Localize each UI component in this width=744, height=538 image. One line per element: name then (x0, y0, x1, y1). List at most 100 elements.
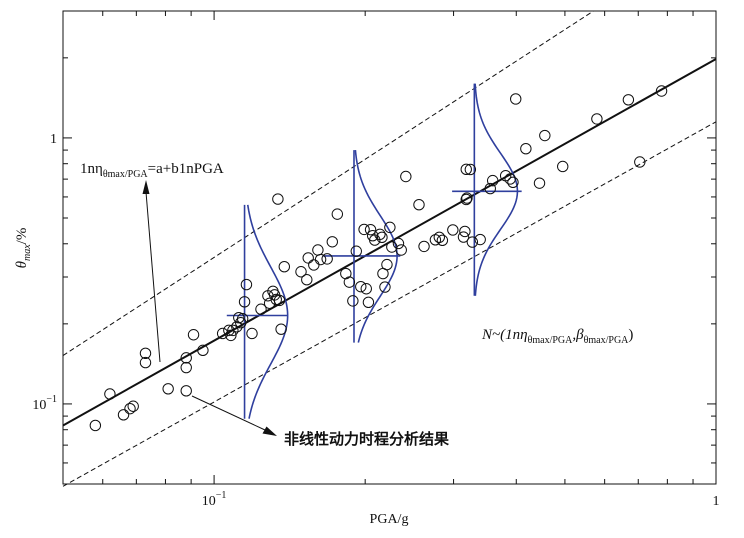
data-point (139, 347, 152, 359)
data-point (507, 176, 519, 189)
y-axis-label-main: θ (14, 260, 30, 268)
data-point (533, 177, 546, 189)
y-axis-label-sub: max (22, 244, 33, 261)
data-point (374, 228, 386, 241)
data-point (301, 274, 313, 286)
data-point (231, 321, 243, 333)
data-point (360, 283, 372, 295)
data-point (236, 313, 249, 325)
data-point (447, 224, 459, 236)
data-point (460, 163, 472, 176)
data-point (246, 327, 258, 340)
y-tick-label-exp: −1 (46, 394, 57, 405)
fit-lines (62, 10, 717, 487)
dist-curve-2 (354, 150, 398, 343)
data-point (216, 327, 229, 340)
data-point (392, 237, 405, 250)
data-point (459, 225, 471, 238)
scatter-label: 非线性动力时程分析结果 (284, 430, 450, 448)
y-tick-label: 10−1 (32, 394, 57, 413)
x-tick-label: 1 (713, 494, 720, 509)
data-point (466, 236, 479, 248)
lower-bound-line (62, 121, 717, 487)
y-tick-label-base: 10 (32, 398, 46, 413)
fit-label-rest: =a+b1nPGA (148, 161, 224, 177)
data-point (384, 221, 396, 234)
dist-label-sub2: θmax/PGA (584, 335, 630, 346)
data-point (395, 244, 407, 256)
scatter-points (89, 85, 668, 432)
data-point (278, 261, 290, 273)
data-point (510, 93, 522, 105)
data-point (413, 198, 425, 211)
data-point (464, 163, 477, 176)
data-point (355, 280, 367, 293)
data-point (347, 295, 359, 307)
data-point (321, 253, 333, 265)
fit-label-arrow (145, 191, 161, 363)
data-point (381, 258, 393, 271)
dist-curve-3 (474, 83, 519, 296)
data-point (255, 303, 267, 315)
data-point (487, 174, 499, 187)
data-point (104, 388, 116, 400)
data-point (591, 113, 603, 125)
fit-label-sub: θmax/PGA (103, 169, 149, 180)
axis-ticks: 10−1 110−11 (32, 10, 720, 509)
data-point (225, 329, 237, 342)
data-point (308, 259, 320, 271)
data-point (358, 223, 370, 236)
dist-curve-1 (246, 204, 289, 419)
data-point (461, 192, 473, 204)
data-point (197, 344, 209, 357)
data-point (331, 208, 344, 220)
data-point (275, 323, 287, 335)
data-point (557, 160, 569, 173)
data-point (539, 129, 551, 142)
data-point (223, 324, 235, 337)
data-point (362, 296, 375, 308)
data-point (162, 383, 174, 395)
data-point (326, 236, 338, 248)
y-axis-label-unit: /% (14, 228, 30, 245)
data-point (227, 324, 239, 337)
data-point (240, 278, 253, 291)
data-point (273, 294, 286, 307)
fit-label-main: 1nη (80, 161, 103, 177)
data-point (180, 361, 192, 374)
data-point (622, 94, 635, 106)
data-point (364, 223, 377, 236)
data-point (180, 385, 192, 397)
data-point (350, 245, 362, 257)
x-tick-label: 10−1 (202, 490, 227, 509)
data-point (302, 252, 314, 264)
data-point (295, 266, 307, 278)
data-point (343, 276, 356, 288)
data-point (655, 85, 668, 97)
fit-line-label: 1nηθmax/PGA=a+b1nPGA (80, 161, 224, 180)
data-point (314, 253, 327, 266)
data-point (379, 281, 391, 293)
data-point (376, 231, 388, 244)
data-point (418, 240, 430, 253)
dist-label-sub1: θmax/PGA (528, 335, 574, 346)
data-point (484, 182, 496, 195)
x-tick-label-exp: −1 (216, 490, 227, 501)
data-point (312, 244, 324, 256)
data-point (180, 352, 192, 364)
data-point (187, 329, 200, 341)
data-point (139, 356, 152, 369)
data-point (474, 233, 486, 246)
data-point (127, 400, 139, 412)
data-point (504, 173, 516, 185)
data-point (117, 409, 130, 421)
y-axis-label: θmax/% (14, 228, 33, 269)
distribution-label: N~(1nηθmax/PGA,βθmax/PGA) (481, 327, 633, 346)
data-point (89, 419, 102, 432)
data-point (272, 193, 284, 205)
upper-bound-line (62, 10, 594, 356)
x-tick-label-base: 10 (202, 494, 216, 509)
x-axis-label: PGA/g (370, 512, 409, 527)
y-tick-label: 1 (50, 132, 57, 147)
